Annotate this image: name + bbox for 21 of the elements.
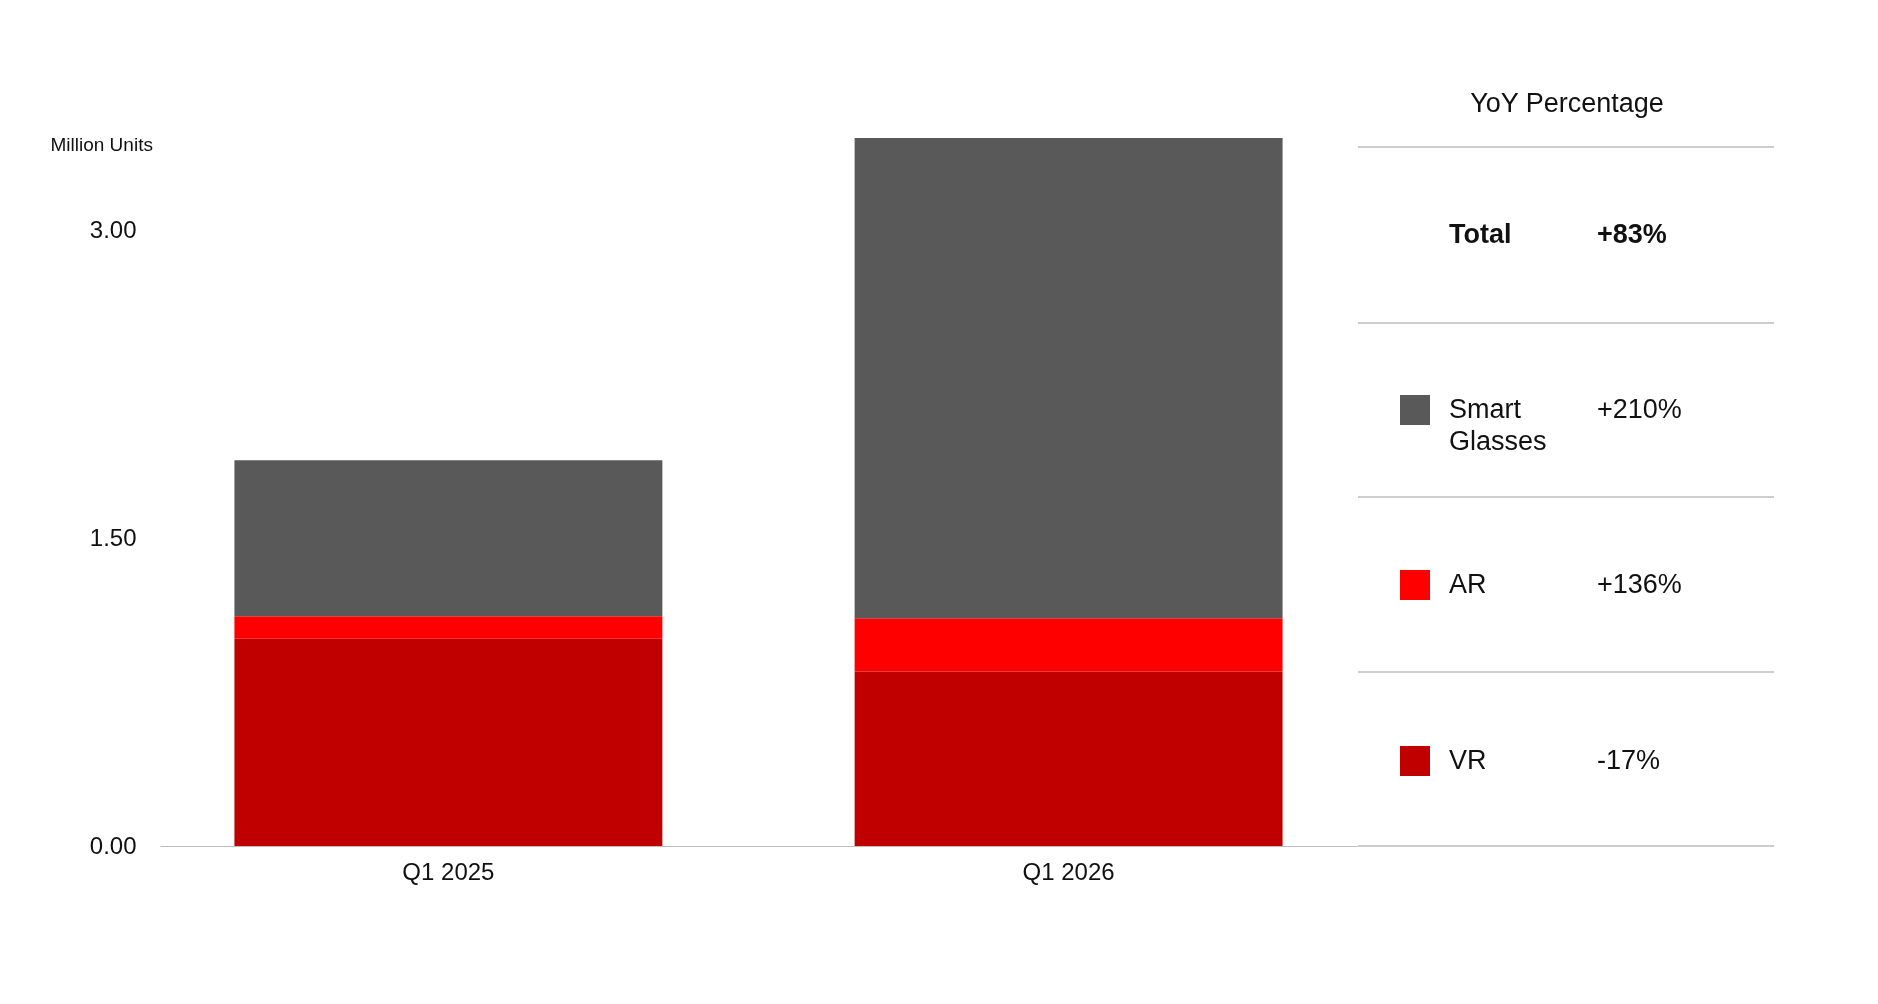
- x-tick-label: Q1 2025: [402, 857, 495, 885]
- legend-label: AR: [1449, 569, 1487, 599]
- legend-label: Smart Glasses: [1449, 394, 1547, 456]
- text: YoY Percentage: [1470, 88, 1664, 118]
- bar: [854, 618, 1283, 672]
- x-tick-label: Q1 2026: [1022, 857, 1115, 885]
- text: +83%: [1597, 219, 1667, 249]
- y-tick-label: 1.50: [89, 523, 137, 551]
- y-axis-title: Million Units: [50, 133, 153, 155]
- y-tick-label: 0.00: [89, 831, 137, 859]
- legend-label: VR: [1449, 745, 1487, 775]
- bar: [854, 671, 1283, 846]
- bar: [854, 138, 1283, 619]
- text: +210%: [1597, 394, 1682, 424]
- y-tick-label: 3.00: [89, 215, 137, 243]
- bar: [234, 616, 663, 639]
- bar: [234, 638, 663, 846]
- text: -17%: [1597, 745, 1661, 775]
- bar: [234, 460, 663, 617]
- text: +136%: [1597, 569, 1682, 599]
- text: Total: [1449, 219, 1512, 249]
